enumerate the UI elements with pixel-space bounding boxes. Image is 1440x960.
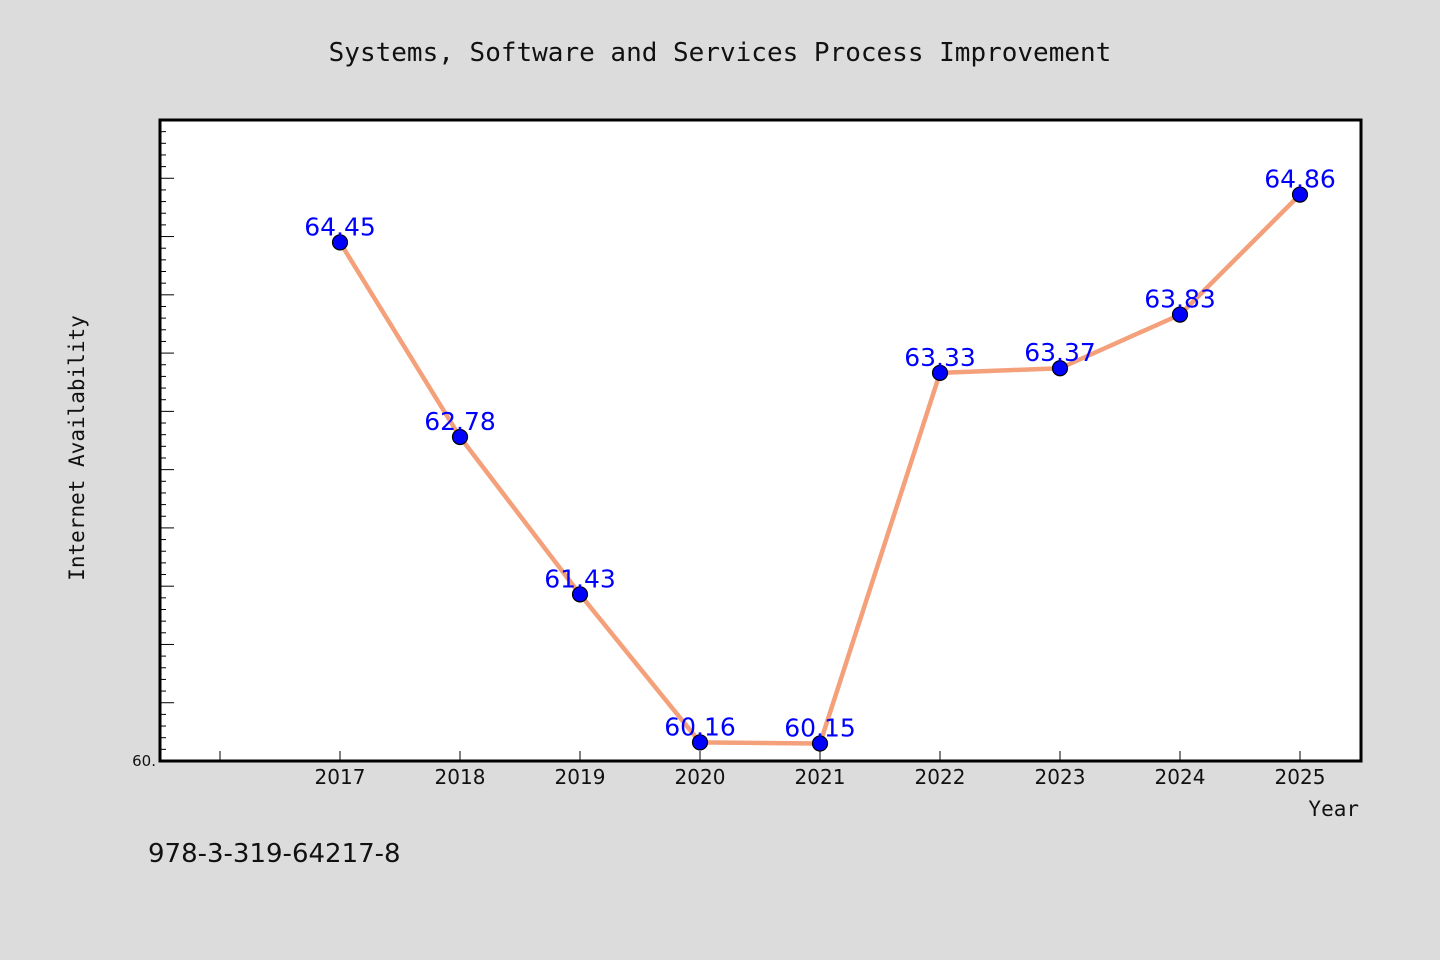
chart-title: Systems, Software and Services Process I… [329, 38, 1112, 68]
data-point-label: 60.15 [784, 714, 856, 743]
data-point-marker [451, 428, 469, 446]
y-axis-ticks [160, 131, 174, 750]
data-point-label: 64.86 [1264, 165, 1336, 194]
y-axis-min-tick-label: 60. [132, 752, 156, 770]
data-point-label: 63.33 [904, 343, 976, 372]
data-point-label: 60.16 [664, 712, 736, 741]
data-point-marker [1171, 306, 1189, 323]
data-point-marker [1051, 360, 1069, 377]
data-point-marker [331, 234, 349, 251]
data-point-marker [1291, 186, 1309, 203]
x-tick-label: 2024 [1155, 765, 1206, 789]
data-point-label: 64.45 [304, 212, 376, 241]
x-tick-label: 2022 [915, 765, 966, 789]
y-axis-title: Internet Availability [65, 315, 89, 581]
x-axis-title: Year [1308, 797, 1359, 821]
x-tick-label: 2017 [315, 765, 366, 789]
footer-isbn: 978-3-319-64217-8 [148, 839, 401, 869]
x-tick-label: 2020 [675, 765, 726, 789]
data-point-marker [811, 735, 829, 752]
data-point-label: 63.83 [1144, 285, 1216, 314]
x-tick-label: 2018 [435, 765, 486, 789]
x-tick-label: 2019 [555, 765, 606, 789]
data-point-marker [691, 734, 709, 751]
data-point-label: 62.78 [424, 407, 496, 436]
data-point-label: 61.43 [544, 564, 616, 593]
data-point-marker [571, 586, 589, 603]
x-tick-label: 2023 [1035, 765, 1086, 789]
data-labels-layer: 64.45 62.78 61.43 60.16 60.15 63.33 63.37 63.83… [304, 165, 1336, 743]
x-tick-label: 2021 [795, 765, 846, 789]
plot-area [158, 118, 1363, 763]
x-tick-label: 2025 [1275, 765, 1326, 789]
series-layer [331, 186, 1309, 752]
data-point-label: 63.37 [1024, 338, 1096, 367]
data-point-marker [931, 364, 949, 382]
x-axis-ticks: 2017 2018 2019 2020 2021 2022 2023 2024 2025 [219, 751, 1326, 789]
